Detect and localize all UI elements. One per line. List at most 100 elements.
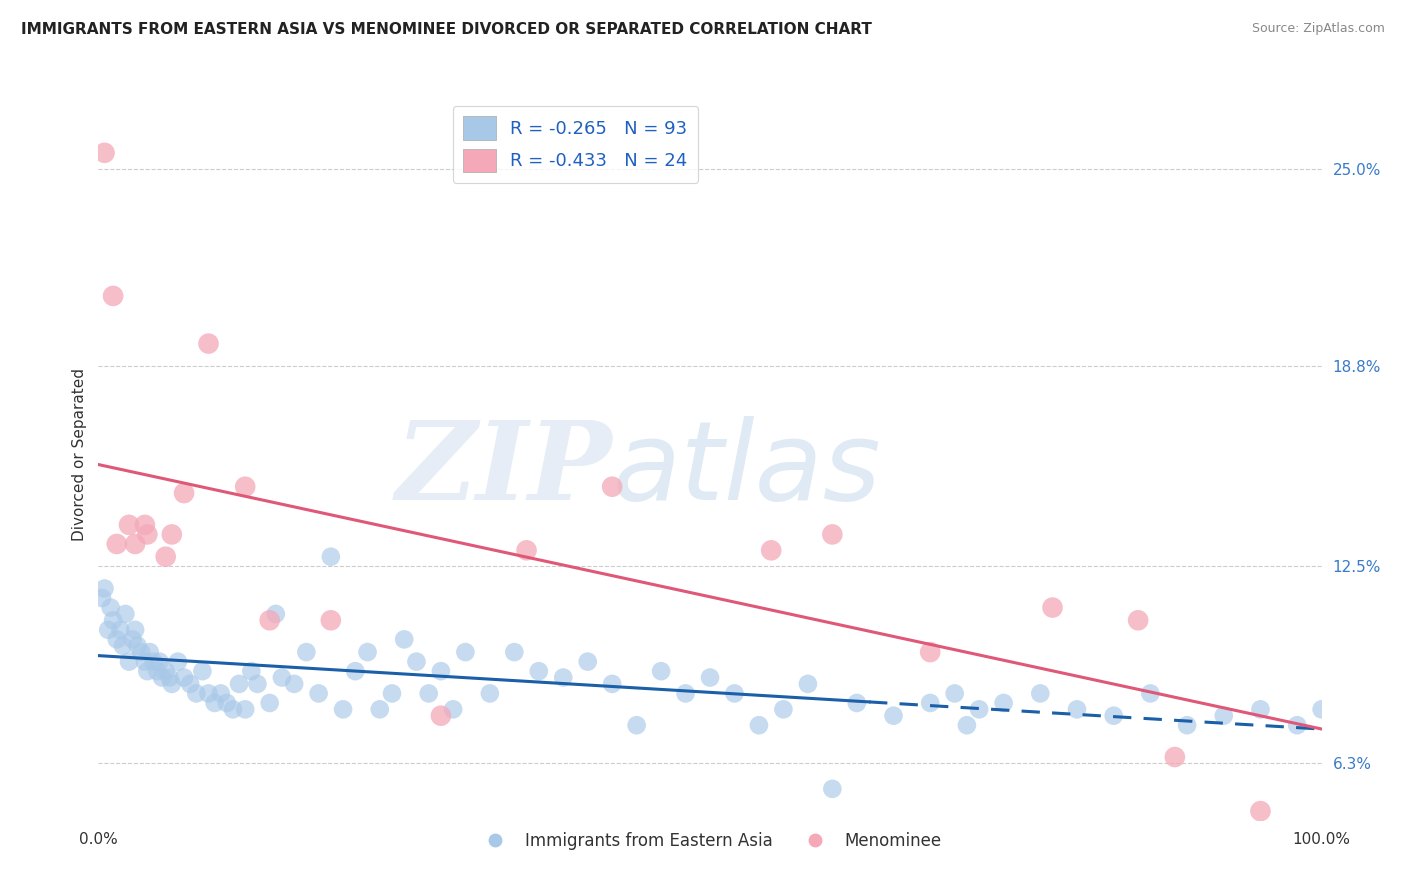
Point: [157, 671, 180, 685]
Point: [993, 696, 1015, 710]
Point: [1102, 708, 1125, 723]
Point: [319, 613, 342, 627]
Text: IMMIGRANTS FROM EASTERN ASIA VS MENOMINEE DIVORCED OR SEPARATED CORRELATION CHAR: IMMIGRANTS FROM EASTERN ASIA VS MENOMINE…: [21, 22, 872, 37]
Point: [295, 645, 318, 659]
Point: [259, 696, 281, 710]
Point: [356, 645, 378, 659]
Point: [197, 686, 219, 700]
Point: [1286, 718, 1309, 732]
Point: [478, 686, 501, 700]
Point: [1029, 686, 1052, 700]
Point: [821, 527, 844, 541]
Point: [1250, 702, 1272, 716]
Point: [920, 696, 942, 710]
Point: [332, 702, 354, 716]
Point: [454, 645, 477, 659]
Point: [1164, 750, 1187, 764]
Point: [441, 702, 464, 716]
Point: [146, 664, 169, 678]
Point: [600, 677, 623, 691]
Point: [527, 664, 550, 678]
Point: [121, 632, 143, 647]
Point: [1128, 613, 1150, 627]
Point: [1212, 708, 1234, 723]
Point: [136, 664, 159, 678]
Point: [191, 664, 214, 678]
Point: [1310, 702, 1333, 716]
Point: [129, 645, 152, 659]
Point: [110, 623, 132, 637]
Point: [748, 718, 770, 732]
Point: [215, 696, 238, 710]
Point: [626, 718, 648, 732]
Point: [761, 543, 783, 558]
Point: [270, 671, 294, 685]
Point: [209, 686, 232, 700]
Point: [576, 655, 599, 669]
Point: [150, 671, 173, 685]
Point: [111, 639, 134, 653]
Point: [233, 702, 256, 716]
Point: [173, 486, 195, 500]
Point: [149, 655, 172, 669]
Point: [114, 607, 136, 621]
Point: [319, 549, 342, 564]
Point: [516, 543, 538, 558]
Point: [160, 677, 183, 691]
Point: [155, 549, 177, 564]
Point: [134, 655, 156, 669]
Point: [699, 671, 721, 685]
Point: [1139, 686, 1161, 700]
Point: [134, 517, 156, 532]
Point: [675, 686, 697, 700]
Point: [93, 582, 115, 596]
Point: [93, 145, 115, 160]
Point: [1175, 718, 1198, 732]
Point: [246, 677, 269, 691]
Point: [723, 686, 745, 700]
Point: [222, 702, 245, 716]
Point: [650, 664, 672, 678]
Point: [430, 664, 453, 678]
Point: [124, 623, 146, 637]
Text: Source: ZipAtlas.com: Source: ZipAtlas.com: [1251, 22, 1385, 36]
Point: [142, 655, 165, 669]
Point: [160, 527, 183, 541]
Point: [405, 655, 427, 669]
Point: [283, 677, 305, 691]
Point: [118, 517, 141, 532]
Point: [228, 677, 250, 691]
Point: [308, 686, 330, 700]
Point: [155, 664, 177, 678]
Point: [1250, 804, 1272, 818]
Point: [920, 645, 942, 659]
Point: [101, 289, 124, 303]
Point: [173, 671, 195, 685]
Point: [264, 607, 287, 621]
Point: [233, 480, 256, 494]
Text: ZIP: ZIP: [395, 416, 612, 524]
Point: [91, 591, 114, 605]
Text: atlas: atlas: [612, 416, 880, 523]
Point: [179, 677, 201, 691]
Point: [105, 537, 128, 551]
Point: [956, 718, 979, 732]
Legend: Immigrants from Eastern Asia, Menominee: Immigrants from Eastern Asia, Menominee: [472, 825, 948, 856]
Point: [197, 336, 219, 351]
Point: [1042, 600, 1064, 615]
Point: [97, 623, 120, 637]
Point: [167, 655, 190, 669]
Point: [204, 696, 226, 710]
Point: [186, 686, 208, 700]
Point: [136, 527, 159, 541]
Point: [381, 686, 404, 700]
Point: [430, 708, 453, 723]
Point: [845, 696, 868, 710]
Point: [821, 781, 844, 796]
Point: [943, 686, 966, 700]
Point: [418, 686, 440, 700]
Point: [797, 677, 820, 691]
Point: [101, 613, 124, 627]
Point: [368, 702, 391, 716]
Point: [392, 632, 416, 647]
